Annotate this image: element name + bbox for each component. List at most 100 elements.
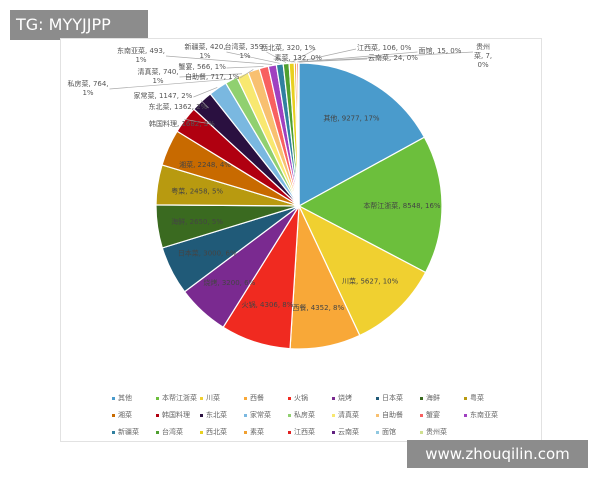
legend-swatch	[200, 396, 203, 400]
leader-line	[273, 58, 296, 63]
legend-item: 日本菜	[376, 393, 420, 403]
leader-line	[266, 51, 287, 63]
legend-swatch	[244, 413, 247, 417]
slice-label: 面馆, 15, 0%	[418, 47, 462, 55]
legend-label: 海鲜	[426, 394, 440, 402]
leader-line	[179, 73, 243, 78]
leader-line	[200, 100, 209, 109]
legend-label: 面馆	[382, 428, 396, 436]
slice-label: 自助餐, 717, 1%	[185, 73, 240, 81]
legend-label: 日本菜	[382, 394, 403, 402]
legend-label: 川菜	[206, 394, 220, 402]
slice-label: 清真菜, 740, 1%	[137, 68, 179, 85]
leader-line	[226, 66, 264, 69]
legend-item: 海鲜	[420, 393, 464, 403]
legend-item: 川菜	[200, 393, 244, 403]
watermark-top-left: TG: MYYJJPP	[10, 10, 148, 40]
slice-label: 台湾菜, 359, 1%	[224, 43, 266, 60]
slice-label: 火锅, 4306, 8%	[242, 300, 294, 309]
legend-swatch	[288, 430, 291, 434]
legend-item: 清真菜	[332, 410, 376, 420]
legend-swatch	[288, 396, 291, 400]
legend-label: 东南亚菜	[470, 411, 498, 419]
legend: 其他 本帮江浙菜 川菜 西餐 火锅 烧烤 日本菜 海鲜 粤菜湘菜 韩国料理 东北菜 家常菜 私房菜 清真菜…	[112, 393, 542, 437]
legend-item: 本帮江浙菜	[156, 393, 200, 403]
legend-item: 云南菜	[332, 427, 376, 437]
leader-line	[109, 78, 231, 90]
legend-item: 西北菜	[200, 427, 244, 437]
legend-label: 西北菜	[206, 428, 227, 436]
legend-swatch	[464, 396, 467, 400]
legend-swatch	[244, 430, 247, 434]
legend-swatch	[200, 413, 203, 417]
slice-label: 东北菜, 1362, 2%	[148, 103, 208, 111]
legend-label: 云南菜	[338, 428, 359, 436]
legend-label: 本帮江浙菜	[162, 394, 197, 402]
legend-swatch	[376, 430, 379, 434]
legend-item: 台湾菜	[156, 427, 200, 437]
slice-label: 其他, 9277, 17%	[323, 113, 380, 122]
legend-swatch	[420, 430, 423, 434]
legend-label: 家常菜	[250, 411, 271, 419]
slice-label: 本帮江浙菜, 8548, 16%	[363, 201, 441, 210]
legend-item: 自助餐	[376, 410, 420, 420]
pie-slice-0	[298, 62, 426, 208]
slice-label: 海鲜, 2650, 5%	[171, 217, 223, 226]
watermark-bottom-right: www.zhouqilin.com	[407, 440, 588, 468]
legend-swatch	[200, 430, 203, 434]
legend-item: 火锅	[288, 393, 332, 403]
legend-swatch	[332, 396, 335, 400]
pie-slice-2	[297, 204, 427, 337]
slice-label: 云南菜, 24, 0%	[368, 54, 418, 62]
legend-item: 素菜	[244, 427, 288, 437]
legend-item: 东南亚菜	[464, 410, 508, 420]
legend-swatch	[112, 396, 115, 400]
legend-label: 烧烤	[338, 394, 352, 402]
legend-item: 新疆菜	[112, 427, 156, 437]
slice-label: 烧烤, 3200, 6%	[203, 278, 255, 287]
leader-line	[226, 51, 280, 64]
legend-swatch	[420, 413, 423, 417]
legend-label: 台湾菜	[162, 428, 183, 436]
slice-label: 素菜, 132, 0%	[274, 54, 322, 62]
legend-swatch	[464, 413, 467, 417]
legend-label: 韩国料理	[162, 411, 190, 419]
legend-item: 私房菜	[288, 410, 332, 420]
pie-slice-1	[297, 136, 443, 274]
legend-item: 韩国料理	[156, 410, 200, 420]
legend-item: 烧烤	[332, 393, 376, 403]
legend-item: 贵州菜	[420, 427, 464, 437]
leader-line	[239, 69, 254, 79]
legend-label: 粤菜	[470, 394, 484, 402]
slice-label: 日本菜, 3000, 6%	[178, 249, 237, 258]
slice-label: 新疆菜, 420, 1%	[184, 43, 226, 60]
legend-swatch	[420, 396, 423, 400]
legend-label: 其他	[118, 394, 132, 402]
legend-label: 私房菜	[294, 411, 315, 419]
slice-label: 江西菜, 106, 0%	[357, 44, 412, 52]
legend-swatch	[112, 430, 115, 434]
slice-label: 韩国料理, 1682, 3%	[149, 120, 215, 128]
slice-label: 私房菜, 764, 1%	[67, 80, 109, 97]
legend-item: 其他	[112, 393, 156, 403]
slice-label: 蟹宴, 566, 1%	[178, 63, 226, 71]
legend-item: 东北菜	[200, 410, 244, 420]
legend-swatch	[332, 413, 335, 417]
legend-label: 自助餐	[382, 411, 403, 419]
legend-item: 西餐	[244, 393, 288, 403]
legend-item: 面馆	[376, 427, 420, 437]
legend-label: 新疆菜	[118, 428, 139, 436]
legend-label: 贵州菜	[426, 428, 447, 436]
slice-label: 家常菜, 1147, 2%	[133, 92, 193, 100]
legend-label: 火锅	[294, 394, 308, 402]
legend-item: 家常菜	[244, 410, 288, 420]
slice-label: 西北菜, 320, 1%	[261, 44, 316, 52]
legend-swatch	[156, 430, 159, 434]
legend-item: 江西菜	[288, 427, 332, 437]
legend-label: 西餐	[250, 394, 264, 402]
legend-swatch	[112, 413, 115, 417]
legend-swatch	[156, 396, 159, 400]
leader-line	[298, 51, 418, 63]
legend-label: 东北菜	[206, 411, 227, 419]
legend-item: 湘菜	[112, 410, 156, 420]
